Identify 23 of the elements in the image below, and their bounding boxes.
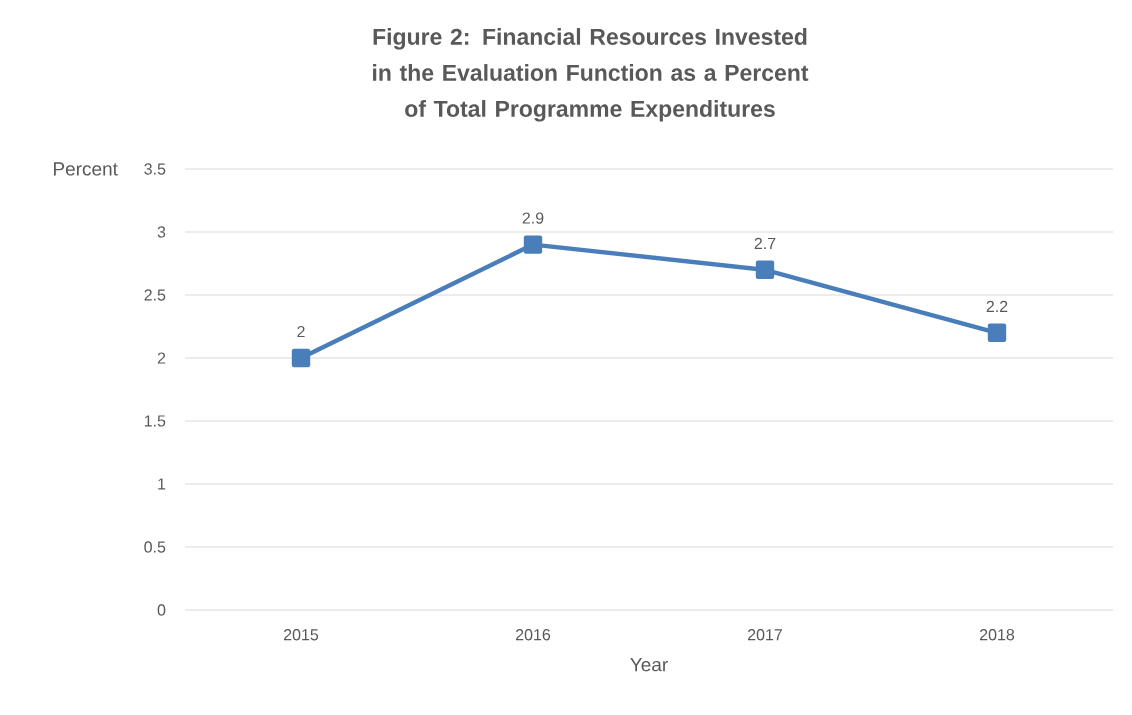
y-tick-label: 0 [157, 604, 166, 616]
x-tick-label: 2018 [980, 629, 1015, 641]
data-label: 2 [297, 325, 305, 338]
data-label: 2.7 [754, 237, 776, 249]
point [987, 323, 1007, 342]
y-tick-label: 1.5 [144, 415, 166, 427]
point [523, 235, 543, 254]
y-tick-label: 0.5 [144, 541, 166, 553]
y-tick-label: 3.5 [144, 163, 166, 175]
y-axis-title: Percent [54, 162, 118, 176]
x-tick-label: 2017 [748, 629, 782, 641]
x-axis-title: Year [630, 658, 668, 672]
y-tick-label: 2 [157, 352, 166, 364]
data-label: 2.2 [986, 300, 1008, 312]
y-tick-label: 1 [158, 478, 166, 490]
point [291, 348, 311, 368]
data-label: 2.9 [522, 212, 544, 224]
x-tick-label: 2015 [284, 629, 319, 641]
x-tick-label: 2016 [516, 629, 551, 641]
y-tick-label: 2.5 [144, 289, 166, 301]
chart-title: Figure 2: Financial Resources Invested in the Evaluation Function as a Percent of Total Programme Expenditures [373, 28, 809, 122]
y-tick-label: 3 [157, 226, 166, 238]
point [755, 260, 775, 279]
